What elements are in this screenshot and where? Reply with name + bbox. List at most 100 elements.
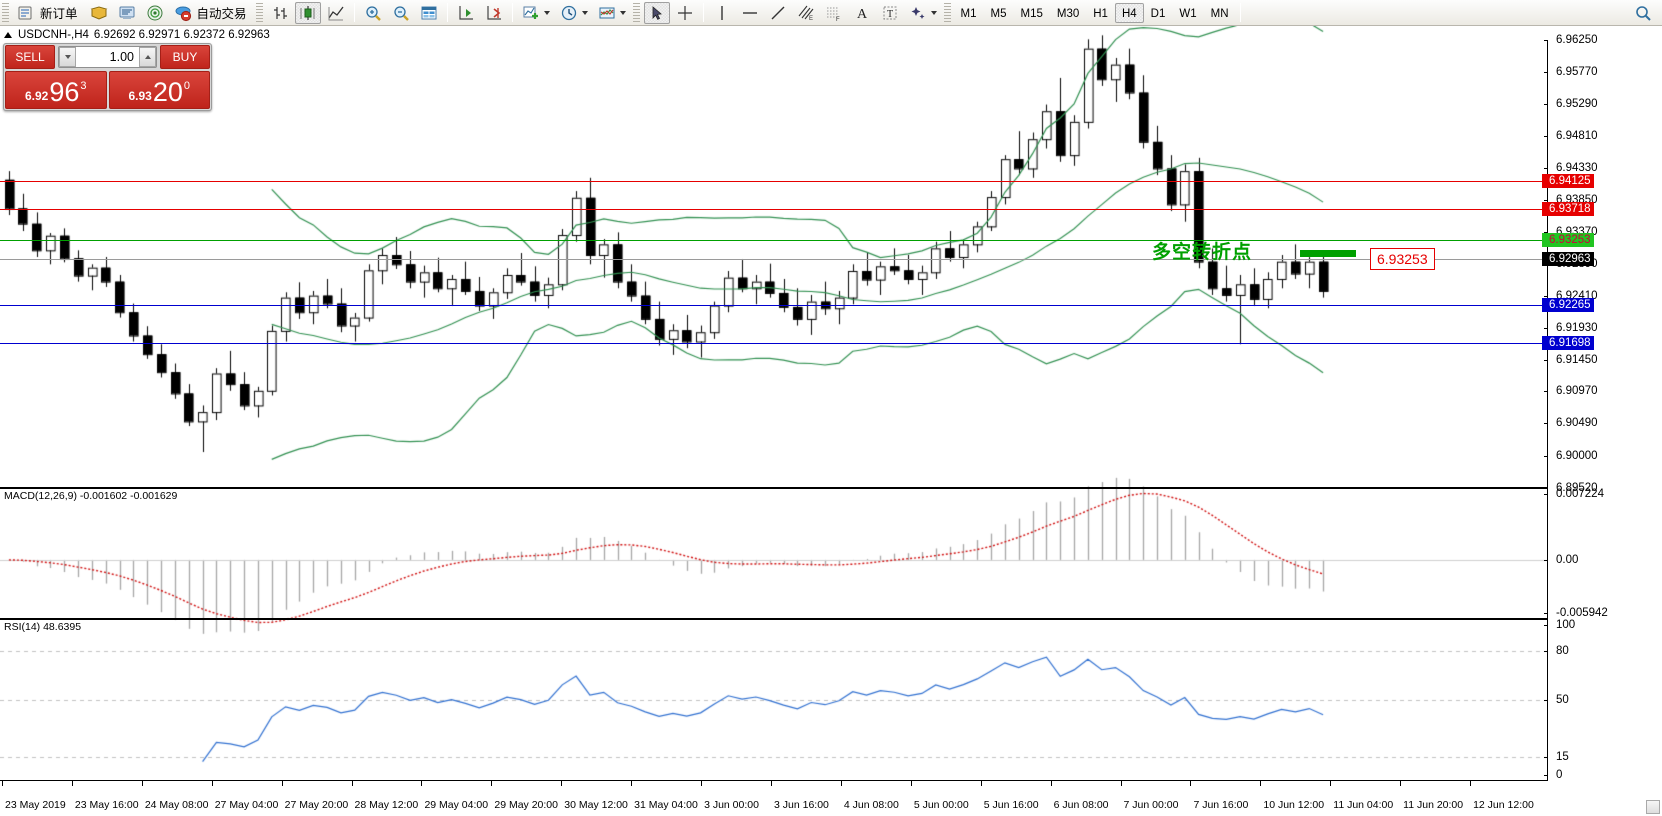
time-axis[interactable]: 23 May 2019 23 May 16:00 24 May 08:00 27 Ma… [0, 781, 1548, 816]
zoom-out-button[interactable] [388, 2, 414, 24]
price-level-line-support[interactable] [0, 341, 1551, 348]
price-level-line-pivot[interactable] [0, 237, 1551, 244]
volume-increase-button[interactable] [139, 47, 156, 67]
terminal-button[interactable] [114, 2, 140, 24]
sell-button[interactable]: SELL [5, 45, 55, 69]
buy-price-prefix: 6.93 [128, 89, 152, 103]
chevron-down-icon-4[interactable] [930, 10, 937, 15]
volume-input[interactable]: 1.00 [109, 50, 134, 64]
chevron-down-icon[interactable] [543, 10, 550, 15]
volume-stepper[interactable]: 1.00 [58, 46, 157, 68]
svg-text:T: T [887, 9, 893, 20]
rsi-indicator-label[interactable]: RSI(14) 48.6395 [2, 621, 84, 633]
chevron-down-icon-2[interactable] [581, 10, 588, 15]
autotrading-label: 自动交易 [196, 7, 247, 21]
toolbar-separator-2 [446, 3, 448, 22]
toolbar-grip-2[interactable] [255, 2, 263, 23]
candlestick-button[interactable] [294, 1, 321, 24]
timeframe-m1-button[interactable]: M1 [960, 7, 977, 20]
timeframe-m5-button[interactable]: M5 [990, 7, 1007, 20]
timeframe-m15-button[interactable]: M15 [1020, 7, 1043, 20]
one-click-trade-panel[interactable]: SELL 1.00 BUY 6.92 96 3 6.93 20 0 [3, 43, 212, 111]
rsi-y-axis[interactable]: 100 80 50 15 0 [1543, 619, 1662, 781]
time-tick: 11 Jun 04:00 [1330, 781, 1393, 811]
search-button[interactable] [1630, 2, 1656, 24]
price-level-label-support[interactable]: 6.91698 [1542, 336, 1594, 351]
text-button[interactable]: A [849, 2, 875, 24]
signals-button[interactable] [142, 2, 168, 24]
macd-y-axis[interactable]: 0.007224 0.00 -0.005942 [1543, 488, 1662, 619]
book-button[interactable] [86, 2, 112, 24]
timeframe-d1-button[interactable]: D1 [1150, 7, 1166, 20]
price-level-label-support[interactable]: 6.92265 [1542, 298, 1594, 313]
price-level-label-resistance[interactable]: 6.93718 [1542, 201, 1594, 216]
timeframe-h4-button[interactable]: H4 [1114, 2, 1144, 23]
price-tick: 6.89520 [1544, 482, 1598, 494]
time-tick: 6 Jun 08:00 [1050, 781, 1109, 811]
vertical-line-button[interactable] [709, 2, 735, 24]
horizontal-line-button[interactable] [737, 2, 763, 24]
new-order-button[interactable]: 新订单 [13, 2, 84, 24]
price-level-line-last-price[interactable] [0, 258, 1548, 260]
line-chart-button[interactable] [323, 2, 349, 24]
scrollbar-corner[interactable] [1646, 800, 1660, 814]
price-tick: 6.95290 [1544, 98, 1598, 110]
timeframe-m30-button[interactable]: M30 [1056, 7, 1080, 20]
new-order-icon [17, 4, 35, 22]
objects-button[interactable] [905, 2, 941, 24]
macd-tick: -0.005942 [1544, 607, 1608, 619]
toolbar-separator-4 [702, 3, 704, 22]
toolbar-grip[interactable] [2, 2, 9, 23]
macd-indicator-label[interactable]: MACD(12,26,9) -0.001602 -0.001629 [2, 490, 180, 502]
chart-annotation-text[interactable]: 多空转折点 [1152, 242, 1253, 263]
data-window-button[interactable] [416, 2, 442, 24]
price-level-label-pivot[interactable]: 6.93253 [1542, 232, 1594, 247]
price-level-line-resistance[interactable] [0, 206, 1551, 213]
period-button[interactable] [556, 2, 592, 24]
price-level-line-support[interactable] [0, 303, 1551, 310]
cursor-button[interactable] [643, 1, 670, 24]
chart-shift-button[interactable] [481, 2, 507, 24]
chart-annotation-bar[interactable] [1300, 250, 1356, 257]
chart-area[interactable]: USDCNH-,H4 6.92692 6.92971 6.92372 6.929… [0, 26, 1662, 816]
bar-chart-button[interactable] [267, 2, 293, 24]
price-tick: 6.91450 [1544, 354, 1598, 366]
zoom-in-button[interactable] [360, 2, 386, 24]
toolbar-grip-4[interactable] [943, 2, 951, 23]
time-tick: 10 Jun 12:00 [1260, 781, 1324, 811]
timeframe-mn-button[interactable]: MN [1210, 7, 1229, 20]
label-button[interactable]: T [877, 2, 903, 24]
autotrading-button[interactable]: 自动交易 [170, 2, 253, 24]
templates-button[interactable] [594, 2, 630, 24]
time-tick: 3 Jun 16:00 [771, 781, 829, 811]
pivot-price-tag[interactable]: 6.93253 [1370, 248, 1435, 270]
timeframe-w1-button[interactable]: W1 [1179, 7, 1197, 20]
crosshair-button[interactable] [672, 2, 698, 24]
price-level-line-resistance[interactable] [0, 179, 1551, 186]
price-tick: 6.94330 [1544, 162, 1598, 174]
rsi-tick: 0 [1543, 769, 1562, 781]
buy-button[interactable]: BUY [160, 45, 210, 69]
toolbar-grip-3[interactable] [632, 2, 640, 23]
indicators-button[interactable] [518, 2, 554, 24]
fibo-button[interactable]: F [821, 2, 847, 24]
chart-canvas[interactable] [0, 26, 1548, 816]
price-level-label-last-price[interactable]: 6.92963 [1542, 251, 1594, 266]
crosshair-icon [676, 4, 694, 22]
volume-decrease-button[interactable] [59, 47, 76, 67]
chart-collapse-icon[interactable] [4, 32, 12, 38]
auto-scroll-button[interactable] [453, 2, 479, 24]
sell-price-display[interactable]: 6.92 96 3 [5, 71, 107, 109]
trendline-button[interactable] [765, 2, 791, 24]
price-y-axis[interactable]: 6.96250 6.95770 6.95290 6.94810 6.94330 6.938… [1542, 34, 1662, 494]
chevron-down-icon-3[interactable] [619, 10, 626, 15]
rsi-tick: 50 [1544, 694, 1569, 706]
zoom-in-icon [364, 4, 382, 22]
timeframe-h1-button[interactable]: H1 [1093, 7, 1108, 20]
bar-chart-icon [271, 4, 289, 22]
equidistant-channel-button[interactable]: E [793, 2, 819, 24]
price-level-label-resistance[interactable]: 6.94125 [1542, 174, 1594, 189]
time-tick: 28 May 12:00 [351, 781, 418, 811]
buy-price-display[interactable]: 6.93 20 0 [108, 71, 210, 109]
time-tick: 23 May 16:00 [71, 781, 139, 811]
